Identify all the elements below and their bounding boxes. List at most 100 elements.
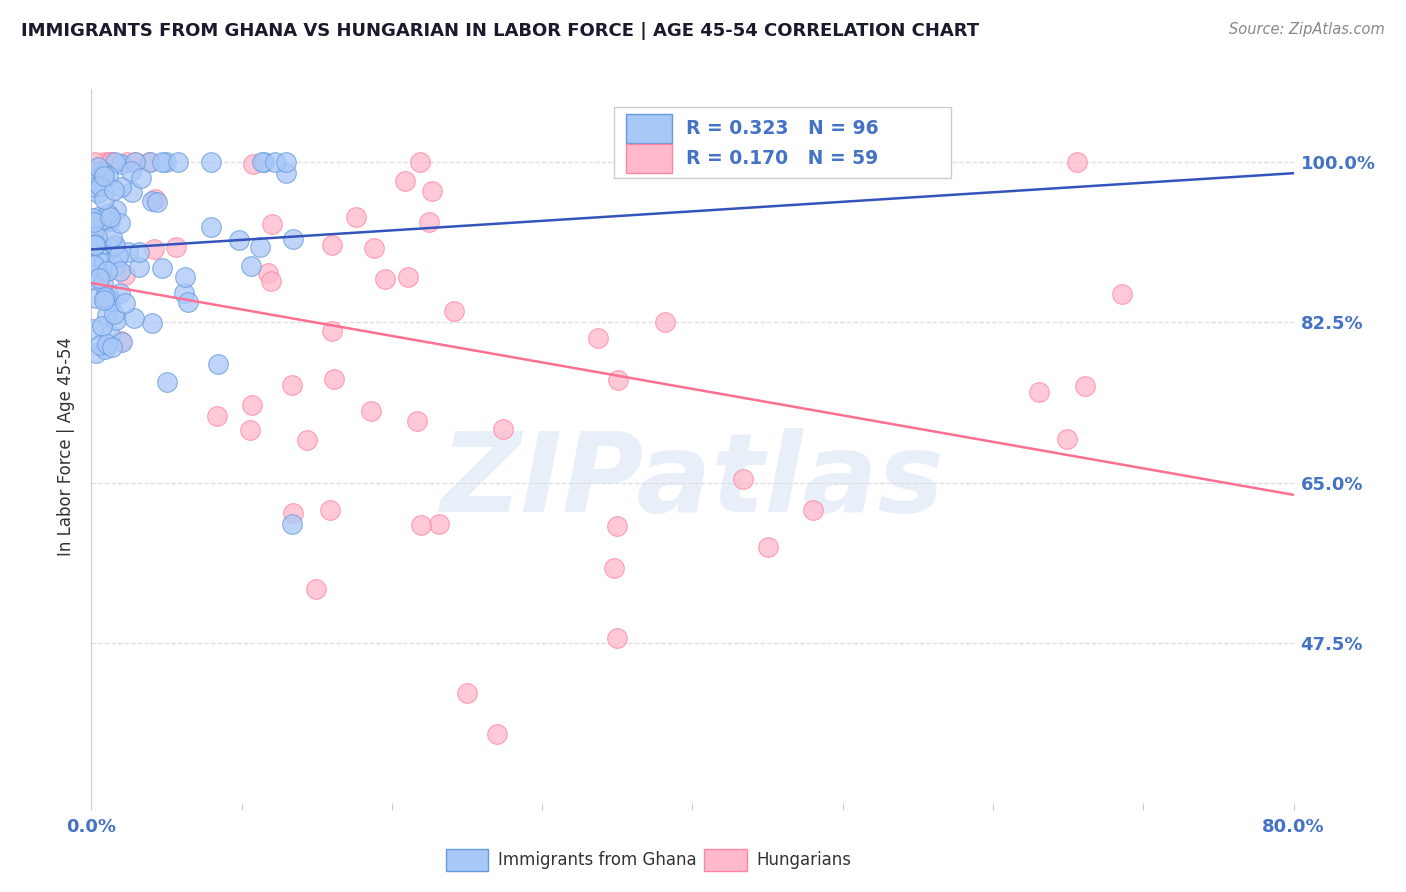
Point: [409, 155, 432, 169]
Point: [321, 324, 343, 338]
Point: [176, 294, 198, 309]
Point: [207, 357, 229, 371]
Point: [606, 631, 628, 645]
Point: [83, 155, 105, 169]
Point: [110, 334, 132, 348]
Point: [321, 238, 343, 252]
Point: [86, 230, 108, 244]
Point: [82, 226, 104, 240]
Point: [801, 503, 824, 517]
Point: [98, 155, 121, 169]
Point: [396, 269, 419, 284]
Point: [103, 183, 125, 197]
Point: [87, 253, 110, 268]
Point: [124, 155, 146, 169]
Point: [427, 517, 450, 532]
Point: [84, 174, 107, 188]
Point: [98, 214, 121, 228]
Point: [103, 239, 125, 253]
Text: R = 0.170   N = 59: R = 0.170 N = 59: [686, 149, 879, 168]
Point: [89, 271, 111, 285]
Point: [100, 327, 122, 342]
Point: [322, 372, 344, 386]
Point: [105, 312, 128, 326]
Point: [588, 331, 610, 345]
Point: [1066, 155, 1088, 169]
Point: [129, 170, 152, 185]
Y-axis label: In Labor Force | Age 45-54: In Labor Force | Age 45-54: [58, 336, 76, 556]
Point: [93, 293, 115, 307]
Point: [173, 285, 195, 300]
Point: [91, 277, 114, 291]
Point: [89, 338, 111, 352]
Point: [394, 174, 416, 188]
Point: [409, 518, 432, 533]
Text: Hungarians: Hungarians: [756, 851, 851, 869]
Point: [96, 264, 118, 278]
Point: [319, 503, 342, 517]
Point: [82, 272, 104, 286]
Point: [280, 377, 302, 392]
Point: [274, 155, 297, 169]
Point: [100, 155, 122, 169]
Point: [121, 185, 143, 199]
Point: [283, 507, 305, 521]
Point: [205, 409, 228, 423]
Point: [84, 345, 107, 359]
Point: [97, 169, 120, 183]
Point: [101, 155, 124, 169]
Point: [83, 259, 105, 273]
Point: [87, 210, 110, 224]
Point: [114, 268, 136, 282]
Text: Source: ZipAtlas.com: Source: ZipAtlas.com: [1229, 22, 1385, 37]
Point: [100, 241, 122, 255]
FancyBboxPatch shape: [626, 114, 672, 143]
Text: R = 0.323   N = 96: R = 0.323 N = 96: [686, 119, 879, 138]
Point: [104, 259, 127, 273]
Point: [143, 242, 166, 256]
Point: [143, 192, 166, 206]
Point: [304, 582, 326, 596]
Point: [87, 186, 110, 201]
Point: [122, 311, 145, 326]
Point: [1074, 379, 1097, 393]
Point: [105, 202, 128, 217]
Point: [83, 165, 105, 179]
Point: [492, 422, 515, 436]
Point: [120, 163, 142, 178]
Point: [100, 294, 122, 309]
Point: [849, 155, 872, 169]
Point: [240, 259, 263, 273]
Point: [486, 727, 509, 741]
Point: [606, 519, 628, 533]
Text: IMMIGRANTS FROM GHANA VS HUNGARIAN IN LABOR FORCE | AGE 45-54 CORRELATION CHART: IMMIGRANTS FROM GHANA VS HUNGARIAN IN LA…: [21, 22, 979, 40]
Point: [360, 404, 382, 418]
Point: [100, 230, 122, 244]
Point: [82, 258, 104, 272]
Point: [89, 179, 111, 194]
Point: [603, 561, 626, 575]
Point: [98, 211, 121, 225]
Point: [97, 207, 120, 221]
Point: [139, 155, 162, 169]
Point: [93, 169, 115, 184]
Point: [374, 272, 396, 286]
Point: [344, 211, 367, 225]
Point: [1111, 287, 1133, 301]
Point: [94, 343, 117, 357]
Point: [257, 266, 280, 280]
Point: [420, 184, 443, 198]
Point: [443, 304, 465, 318]
Point: [84, 179, 107, 194]
Point: [276, 166, 298, 180]
Point: [84, 237, 107, 252]
Point: [93, 166, 115, 180]
Point: [101, 339, 124, 353]
Point: [110, 285, 132, 300]
Point: [418, 215, 440, 229]
Point: [731, 472, 754, 486]
Point: [94, 290, 117, 304]
Point: [165, 240, 187, 254]
Point: [87, 161, 110, 175]
Text: Immigrants from Ghana: Immigrants from Ghana: [498, 851, 696, 869]
